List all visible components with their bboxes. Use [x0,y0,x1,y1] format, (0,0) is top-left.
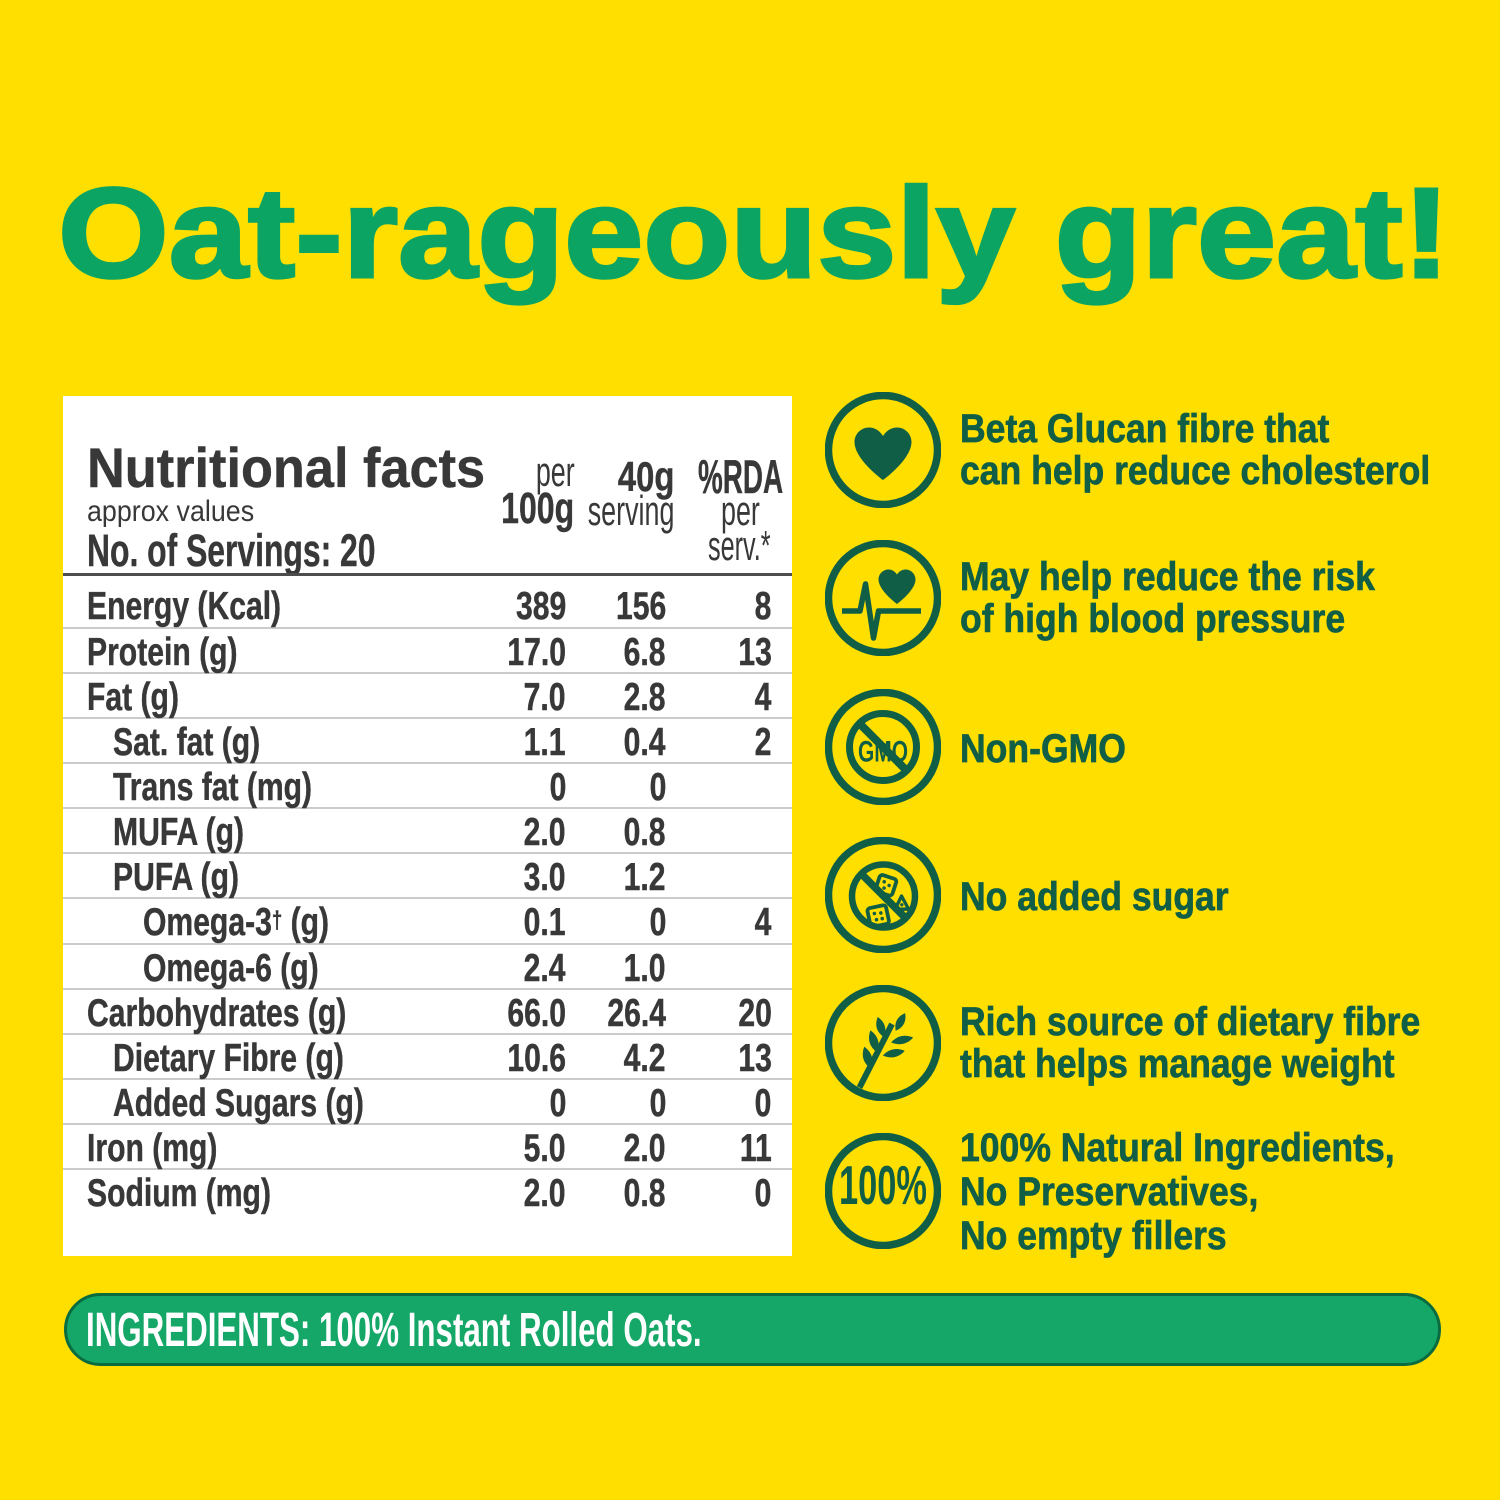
svg-text:100%: 100% [839,1154,927,1216]
svg-text:GMO: GMO [858,736,908,769]
